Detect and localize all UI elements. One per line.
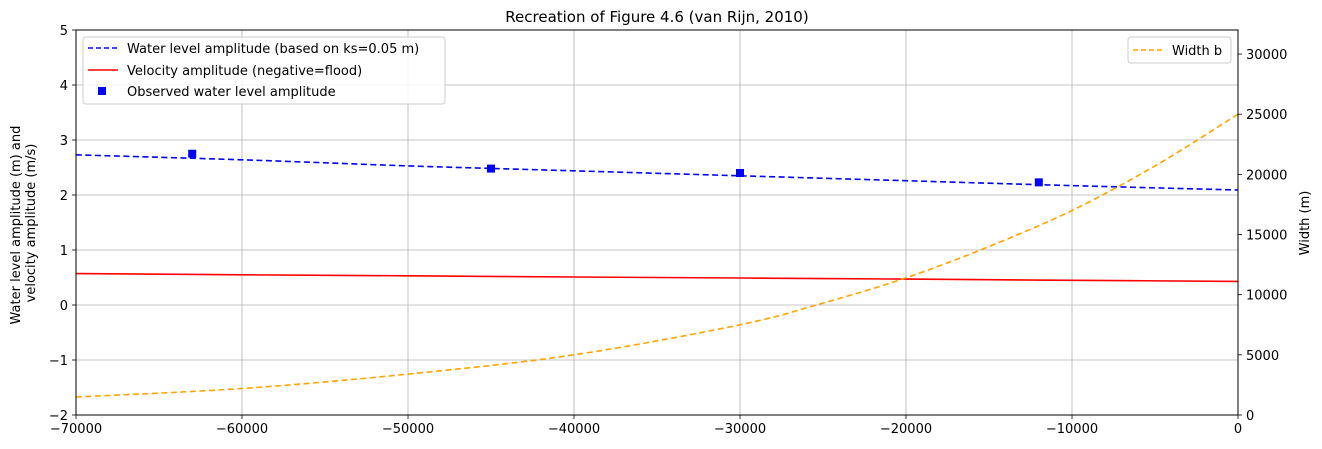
legend-observed-marker (98, 87, 106, 95)
x-tick-label: −50000 (382, 422, 434, 437)
y-left-tick-label: 1 (60, 244, 68, 259)
series-water-level-line (75, 154, 1239, 191)
y-axis-left-label-line-2: velocity amplitude (m/s) (24, 144, 39, 303)
y-axis-right: 0 5000 10000 15000 20000 25000 30000 (1238, 48, 1287, 424)
series-observed-points (188, 149, 1043, 187)
y-right-tick-label: 20000 (1246, 168, 1287, 183)
legend-velocity-label: Velocity amplitude (negative=flood) (127, 64, 362, 79)
observed-point (736, 169, 744, 177)
observed-point (487, 164, 495, 173)
y-right-tick-label: 15000 (1246, 229, 1287, 244)
x-tick-label: −10000 (1046, 422, 1098, 437)
y-axis-left: −2 −1 0 1 2 3 4 5 (49, 24, 76, 424)
x-tick-label: −20000 (880, 422, 932, 437)
x-tick-label: −30000 (714, 422, 766, 437)
legend-width-label: Width b (1172, 44, 1222, 59)
chart-title: Recreation of Figure 4.6 (van Rijn, 2010… (505, 8, 808, 26)
legend-right-box (1127, 36, 1232, 64)
legend-right: Width b (1127, 36, 1232, 64)
y-left-tick-label: 5 (60, 24, 68, 39)
y-right-tick-label: 10000 (1246, 289, 1287, 304)
y-left-tick-label: 4 (60, 79, 68, 94)
x-tick-label: 0 (1234, 422, 1242, 437)
observed-point (188, 149, 197, 158)
y-left-tick-label: 0 (60, 299, 68, 314)
series-velocity-line (75, 272, 1239, 283)
series-width-line (75, 113, 1239, 398)
y-left-tick-label: −2 (49, 409, 68, 424)
y-right-tick-label: 30000 (1246, 48, 1287, 63)
legend-left-box (82, 36, 446, 105)
y-right-tick-label: 5000 (1246, 349, 1279, 364)
x-axis: −70000 −60000 −50000 −40000 −30000 −20000 −100… (50, 415, 1242, 437)
legend-observed-label: Observed water level amplitude (127, 85, 336, 100)
y-axis-right-label: Width (m) (1298, 191, 1313, 256)
y-right-tick-label: 0 (1246, 409, 1254, 424)
y-axis-left-label: Water level amplitude (m) and velocity a… (9, 122, 39, 325)
x-tick-label: −70000 (50, 422, 102, 437)
x-tick-label: −40000 (548, 422, 600, 437)
y-right-tick-label: 25000 (1246, 108, 1287, 123)
y-left-tick-label: 2 (60, 189, 68, 204)
series-layer (75, 113, 1239, 398)
x-tick-label: −60000 (216, 422, 268, 437)
plot-frame (75, 29, 1239, 416)
y-axis-left-label-line-1: Water level amplitude (m) and (9, 126, 24, 325)
legend-left: Water level amplitude (based on ks=0.05 … (82, 36, 446, 105)
observed-point (1034, 178, 1043, 187)
legend-water-level-label: Water level amplitude (based on ks=0.05 … (127, 42, 419, 57)
y-left-tick-label: 3 (60, 134, 68, 149)
y-left-tick-label: −1 (49, 354, 68, 369)
